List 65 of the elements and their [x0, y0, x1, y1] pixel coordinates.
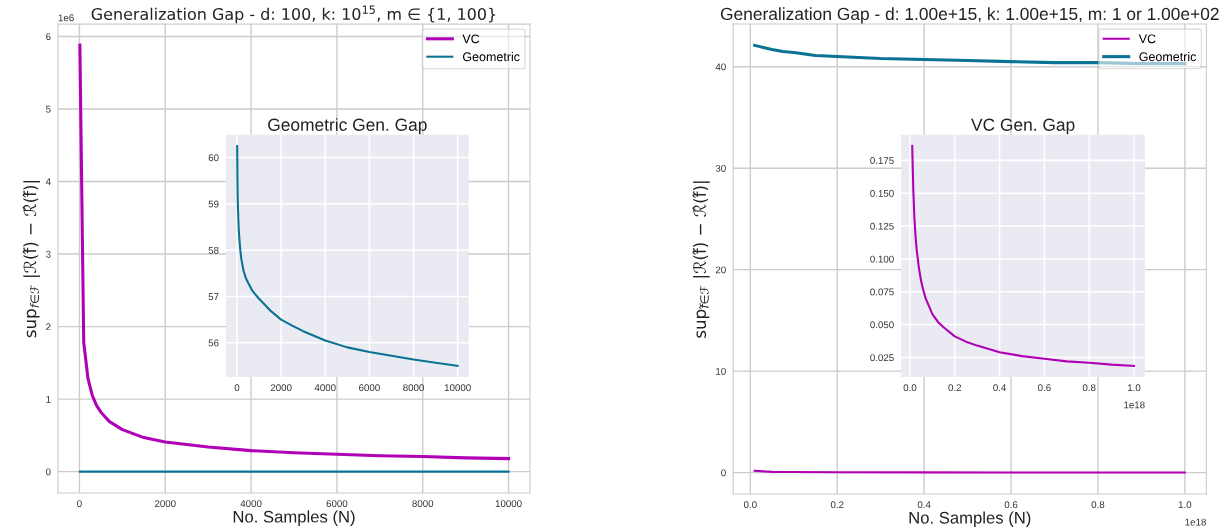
x-tick-label: 0.4 [917, 501, 931, 509]
text: 1e6 [58, 14, 74, 22]
y-tick-label: 6 [46, 33, 51, 41]
y-tick-label: 56 [208, 339, 219, 347]
chart-title: Generalization Gap - d: 1.00e+15, k: 1.00e+15, m: 1 or 1.00e+02 [720, 7, 1219, 24]
y-tick-label: 2 [46, 323, 51, 331]
x-tick-label: 8000 [403, 384, 424, 392]
chart-title: VC Gen. Gap [971, 118, 1075, 135]
y-tick-label: 60 [208, 154, 219, 162]
y-tick-label: 4 [45, 178, 51, 186]
y-tick-label: 58 [208, 246, 219, 254]
x-tick-label: 8000 [412, 500, 434, 508]
y-axis-title: sup$_{f̂∈ℱ}$ |ℛ(f̂) − ℛ̂(f̂)| [692, 181, 710, 338]
x-tick-label: 2000 [270, 384, 292, 392]
x-tick-label: 0.0 [743, 501, 757, 509]
x-tick-label: 6000 [326, 500, 348, 508]
x-tick-label: 0 [234, 384, 240, 392]
text: 1e18 [1185, 518, 1206, 526]
line-series [236, 144, 459, 367]
x-tick-label: 10000 [495, 500, 522, 508]
annotation: 1e18 [1124, 401, 1145, 409]
legend-label: Geometric [1139, 51, 1197, 62]
x-tick-label: 0 [77, 500, 82, 508]
x-tick-label: 0.2 [830, 501, 844, 509]
y-tick-label: 0.075 [870, 288, 894, 296]
y-tick-label: 0.125 [870, 222, 894, 230]
x-tick-label: 4000 [314, 384, 336, 392]
x-tick-label: 0.6 [1004, 501, 1018, 509]
y-tick-label: 20 [715, 266, 726, 274]
x-tick-label: 6000 [359, 384, 380, 392]
line-series [911, 144, 1136, 368]
x-tick-label: 1.0 [1178, 501, 1192, 509]
x-tick-label: 0.8 [1091, 501, 1105, 509]
y-tick-label: 0.025 [870, 354, 894, 362]
chart-title: Geometric Gen. Gap [268, 118, 427, 135]
x-tick-label: 0.0 [903, 384, 917, 392]
y-tick-label: 0 [721, 469, 726, 477]
y-tick-label: 0 [46, 468, 51, 476]
x-tick-label: 0.6 [1038, 384, 1051, 392]
y-tick-label: 0.100 [870, 255, 894, 263]
x-tick-label: 0.8 [1082, 384, 1096, 392]
y-tick-label: 1 [46, 395, 51, 403]
y-axis-title: sup$_{f∈ℱ}$ |ℛ(f̂) − ℛ̂(f̂)| [22, 181, 41, 338]
chart-title: Generalization Gap - d: 100, k: 10$^{15}$, m ∈ {1, 100} [91, 5, 496, 24]
y-tick-label: 5 [46, 105, 51, 113]
x-tick-label: 4000 [240, 500, 262, 508]
legend-label: VC [462, 34, 480, 44]
y-tick-label: 59 [208, 200, 219, 208]
y-tick-label: 0.150 [870, 189, 894, 197]
x-axis-title: No. Samples (N) [233, 510, 355, 526]
x-tick-label: 0.2 [948, 384, 962, 392]
y-tick-label: 10 [716, 367, 726, 375]
x-tick-label: 10000 [444, 384, 471, 392]
y-tick-label: 40 [715, 63, 726, 71]
y-tick-label: 0.175 [870, 157, 894, 164]
y-tick-label: 0.050 [870, 321, 894, 329]
legend-label: Geometric [462, 52, 520, 62]
legend-label: VC [1138, 34, 1156, 44]
y-tick-label: 57 [208, 293, 219, 301]
x-tick-label: 0.4 [993, 384, 1007, 392]
x-axis-title: No. Samples (N) [909, 511, 1031, 527]
y-tick-label: 3 [46, 250, 51, 258]
x-tick-label: 2000 [154, 500, 176, 508]
y-tick-label: 30 [715, 164, 726, 172]
x-tick-label: 1.0 [1127, 384, 1141, 392]
